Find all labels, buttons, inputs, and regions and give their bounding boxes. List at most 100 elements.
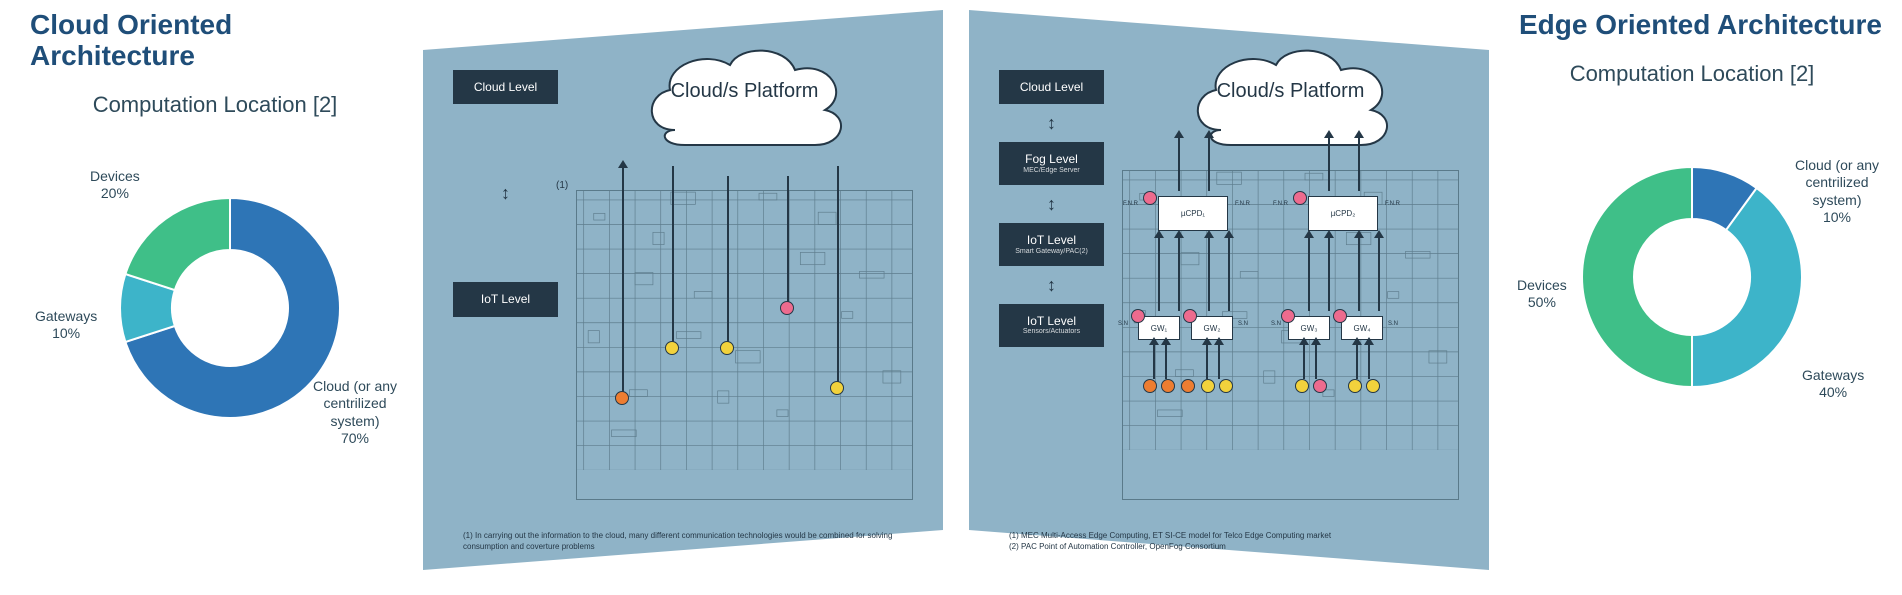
edge-footnote-1: (1) MEC Multi-Access Edge Computing, ET … xyxy=(1009,531,1449,541)
node-dot xyxy=(1131,309,1145,323)
arrow-icon xyxy=(1328,236,1330,311)
node-dot xyxy=(1281,309,1295,323)
right-panel: Edge Oriented Architecture Computation L… xyxy=(1502,0,1902,595)
donut-label: Cloud (or any centrilized system)10% xyxy=(1792,157,1882,227)
node-dot xyxy=(1143,379,1157,393)
arrow-icon xyxy=(1358,136,1360,191)
node-dot xyxy=(1295,379,1309,393)
cloud-diagram-col: Cloud/s Platform (1) xyxy=(576,70,913,510)
donut-label: Cloud (or any centrilized system)70% xyxy=(310,378,400,448)
node-dot xyxy=(720,341,734,355)
tiny-label: S.N xyxy=(1118,321,1128,327)
level-arrow-icon: ↕ xyxy=(501,184,510,202)
donut-label: Devices20% xyxy=(90,168,140,203)
node-dot xyxy=(1183,309,1197,323)
level-arrow-icon: ↕ xyxy=(1047,114,1056,132)
right-chart-title: Computation Location [2] xyxy=(1502,61,1882,87)
level-box: Fog LevelMEC/Edge Server xyxy=(999,142,1104,185)
cloud-grid-board xyxy=(576,190,913,500)
left-chart-title: Computation Location [2] xyxy=(30,92,400,118)
arrow-icon xyxy=(1356,343,1358,379)
arrow-icon xyxy=(622,166,624,396)
arrow-icon xyxy=(1328,136,1330,191)
arrow-icon xyxy=(1178,236,1180,311)
node-dot xyxy=(615,391,629,405)
node-dot xyxy=(1366,379,1380,393)
arrow-icon xyxy=(1315,343,1317,379)
node-dot xyxy=(1313,379,1327,393)
left-panel: Cloud Oriented Architecture Computation … xyxy=(0,0,410,595)
node-dot xyxy=(1181,379,1195,393)
level-box: Cloud Level xyxy=(453,70,558,104)
node-dot xyxy=(1293,191,1307,205)
left-arch-title: Cloud Oriented Architecture xyxy=(30,10,400,72)
edge-diagram-wrap: Cloud Level ↕ Fog LevelMEC/Edge Server ↕ IoT… xyxy=(956,0,1502,595)
arrow-icon xyxy=(787,176,789,306)
edge-level-col: Cloud Level ↕ Fog LevelMEC/Edge Server ↕ IoT… xyxy=(999,70,1104,510)
arrow-icon xyxy=(1153,343,1155,379)
tiny-label: S.N xyxy=(1388,321,1398,327)
tiny-label: S.N xyxy=(1238,321,1248,327)
node-dot xyxy=(1161,379,1175,393)
arrow-icon xyxy=(727,176,729,346)
note-1: (1) xyxy=(556,180,568,191)
level-arrow-icon: ↕ xyxy=(1047,276,1056,294)
level-box: IoT LevelSensors/Actuators xyxy=(999,304,1104,347)
edge-grid-board: µCPD₁ µCPD₂ GW₁ GW₂ GW₃ GW₄ F.N.R F.N.R F.N.R F.… xyxy=(1122,170,1459,500)
edge-trapezoid: Cloud Level ↕ Fog LevelMEC/Edge Server ↕ IoT… xyxy=(969,10,1489,570)
grid-pattern xyxy=(577,191,912,470)
tiny-label: S.N xyxy=(1271,321,1281,327)
node-dot xyxy=(1348,379,1362,393)
edge-footnote-2: (2) PAC Point of Automation Controller, … xyxy=(1009,542,1449,552)
edge-box: GW₃ xyxy=(1288,316,1330,340)
node-dot xyxy=(1201,379,1215,393)
edge-box: µCPD₁ xyxy=(1158,196,1228,231)
edge-box: µCPD₂ xyxy=(1308,196,1378,231)
arrow-icon xyxy=(1206,343,1208,379)
cloud-trapezoid: Cloud Level ↕ IoT Level Cloud/s Platform (… xyxy=(423,10,943,570)
tiny-label: F.N.R xyxy=(1385,201,1400,207)
left-donut-wrap: Cloud (or any centrilized system)70% Gate… xyxy=(30,138,400,508)
arrow-icon xyxy=(1165,343,1167,379)
cloud-label: Cloud/s Platform xyxy=(1217,80,1365,103)
arrow-icon xyxy=(1308,236,1310,311)
tiny-label: F.N.R xyxy=(1123,201,1138,207)
node-dot xyxy=(1333,309,1347,323)
edge-box: GW₂ xyxy=(1191,316,1233,340)
arrow-icon xyxy=(837,166,839,386)
level-box: Cloud Level xyxy=(999,70,1104,104)
arrow-icon xyxy=(1368,343,1370,379)
arrow-icon xyxy=(1228,236,1230,311)
arrow-icon xyxy=(1208,136,1210,191)
edge-diagram-col: Cloud/s Platform µCPD₁ µCPD₂ GW₁ GW₂ GW₃ GW₄ … xyxy=(1122,70,1459,510)
cloud-label: Cloud/s Platform xyxy=(671,80,819,103)
donut-label: Gateways10% xyxy=(35,308,97,343)
edge-footnote: (1) MEC Multi-Access Edge Computing, ET … xyxy=(1009,531,1449,552)
cloud-icon xyxy=(635,40,855,170)
level-box: IoT LevelSmart Gateway/PAC(2) xyxy=(999,223,1104,266)
tiny-label: F.N.R xyxy=(1273,201,1288,207)
arrow-icon xyxy=(1208,236,1210,311)
arrow-icon xyxy=(1218,343,1220,379)
node-dot xyxy=(1143,191,1157,205)
arrow-icon xyxy=(1303,343,1305,379)
level-arrow-icon: ↕ xyxy=(1047,195,1056,213)
node-dot xyxy=(830,381,844,395)
donut-label: Gateways40% xyxy=(1802,367,1864,402)
node-dot xyxy=(780,301,794,315)
cloud-footnote: (1) In carrying out the information to t… xyxy=(463,531,903,552)
edge-box: GW₁ xyxy=(1138,316,1180,340)
edge-box: GW₄ xyxy=(1341,316,1383,340)
arrow-icon xyxy=(1378,236,1380,311)
tiny-label: F.N.R xyxy=(1235,201,1250,207)
cloud-diagram-wrap: Cloud Level ↕ IoT Level Cloud/s Platform (… xyxy=(410,0,956,595)
node-dot xyxy=(1219,379,1233,393)
cloud-level-col: Cloud Level ↕ IoT Level xyxy=(453,70,558,510)
right-donut-wrap: Cloud (or any centrilized system)10% Gate… xyxy=(1502,107,1882,477)
cloud-icon xyxy=(1181,40,1401,170)
level-box: IoT Level xyxy=(453,282,558,316)
arrow-icon xyxy=(672,166,674,346)
arrow-icon xyxy=(1358,236,1360,311)
arrow-icon xyxy=(1178,136,1180,191)
node-dot xyxy=(665,341,679,355)
